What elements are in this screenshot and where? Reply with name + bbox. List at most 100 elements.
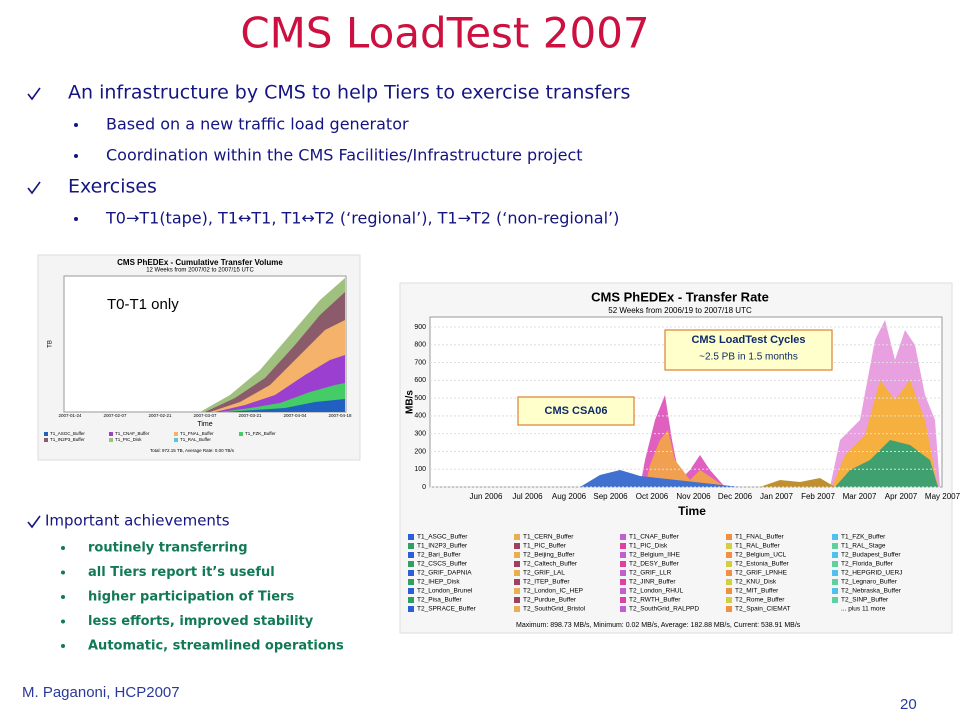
chart-subtitle: 12 Weeks from 2007/02 to 2007/15 UTC — [146, 268, 254, 274]
x-tick-label: 2007-01-24 — [58, 413, 82, 418]
x-tick-label: Feb 2007 — [801, 492, 835, 501]
legend-swatch — [620, 570, 626, 576]
x-tick-label: Sep 2006 — [593, 492, 628, 501]
chart-footer: Maximum: 898.73 MB/s, Minimum: 0.02 MB/s… — [516, 622, 801, 629]
bullet-dot — [61, 619, 65, 624]
legend-entry: T2_MIT_Buffer — [735, 588, 779, 595]
legend-swatch — [620, 606, 626, 612]
x-tick-label: 2007-02-07 — [103, 413, 127, 418]
x-tick-label: May 2007 — [925, 492, 960, 501]
sub-bullet: Based on a new traffic load generator — [106, 115, 409, 134]
legend-entry: T1_CERN_Buffer — [523, 534, 574, 541]
x-tick-label: Nov 2006 — [676, 492, 711, 501]
y-tick-label: 600 — [414, 377, 426, 384]
sub-bullet: Coordination within the CMS Facilities/I… — [106, 146, 583, 165]
sub-bullet: T0→T1(tape), T1↔T1, T1↔T2 (‘regional’), … — [105, 209, 619, 228]
legend-entry: T1_PIC_Disk — [115, 437, 142, 442]
legend-swatch — [514, 570, 520, 576]
legend-swatch — [514, 597, 520, 603]
legend-swatch — [408, 561, 414, 567]
legend-swatch — [832, 579, 838, 585]
achievement-item: higher participation of Tiers — [88, 590, 294, 605]
chart-title: CMS PhEDEx - Cumulative Transfer Volume — [117, 258, 283, 267]
legend-entry: T2_SINP_Buffer — [841, 597, 889, 604]
legend-entry: T2_GRIF_LAL — [523, 570, 565, 577]
legend-entry: T2_Budapest_Buffer — [841, 552, 901, 559]
legend-entry: T2_Belgium_UCL — [735, 552, 787, 559]
checkmark — [27, 87, 41, 101]
y-tick-label: 700 — [414, 359, 426, 366]
legend-swatch — [832, 597, 838, 603]
checkmark — [27, 515, 41, 529]
legend-swatch — [174, 432, 178, 436]
legend-swatch — [832, 534, 838, 540]
y-tick-label: 400 — [414, 413, 426, 420]
legend-entry: T1_FNAL_Buffer — [180, 431, 214, 436]
legend-swatch — [44, 432, 48, 436]
legend-entry: T2_RWTH_Buffer — [629, 597, 681, 604]
bullet-dot — [74, 123, 78, 127]
legend-entry: T1_ASGC_Buffer — [417, 534, 468, 541]
legend-swatch — [408, 570, 414, 576]
legend-swatch — [620, 534, 626, 540]
legend-entry: T2_CSCS_Buffer — [417, 561, 468, 568]
legend-swatch — [832, 588, 838, 594]
legend-swatch — [408, 597, 414, 603]
annotation-box — [517, 396, 635, 426]
legend-entry: ... plus 11 more — [841, 606, 886, 613]
bullet-dot — [74, 154, 78, 158]
chart-footer: Total: 972.15 TB, Average Rate: 0.00 TB/… — [150, 448, 235, 453]
legend-entry: T2_London_Brunel — [417, 588, 473, 595]
x-axis-label: Time — [197, 421, 212, 428]
legend-swatch — [514, 561, 520, 567]
checkmark — [27, 181, 41, 195]
legend-swatch — [408, 588, 414, 594]
y-tick-label: 500 — [414, 395, 426, 402]
x-tick-label: 2007-03-07 — [193, 413, 217, 418]
legend-swatch — [726, 606, 732, 612]
cumulative-chart-image — [37, 254, 361, 461]
legend-entry: T2_Rome_Buffer — [735, 597, 785, 604]
y-axis-label: MB/s — [405, 390, 416, 414]
chart-subtitle: 52 Weeks from 2006/19 to 2007/18 UTC — [608, 306, 752, 315]
legend-entry: T2_JINR_Buffer — [629, 579, 676, 586]
legend-entry: T2_SouthGrid_Bristol — [523, 606, 586, 613]
bullet: Exercises — [68, 176, 157, 198]
legend-entry: T2_Bari_Buffer — [417, 552, 461, 559]
overlay-label: T0-T1 only — [107, 296, 179, 313]
legend-swatch — [726, 597, 732, 603]
legend-entry: T2_IHEP_Disk — [417, 579, 460, 586]
legend-swatch — [408, 552, 414, 558]
legend-swatch — [726, 579, 732, 585]
bullet-dot — [61, 644, 65, 648]
legend-entry: T2_SPRACE_Buffer — [417, 606, 477, 613]
annotation-box — [664, 329, 833, 371]
x-tick-label: Oct 2006 — [636, 492, 669, 501]
legend-entry: T2_Legnaro_Buffer — [841, 579, 898, 586]
bullet-dot — [74, 217, 78, 221]
x-axis-label: Time — [678, 504, 706, 518]
legend-swatch — [620, 588, 626, 594]
y-tick-label: 800 — [414, 342, 426, 349]
legend-swatch — [832, 552, 838, 558]
legend-swatch — [514, 534, 520, 540]
legend-entry: T1_FZK_Buffer — [245, 431, 276, 436]
legend-swatch — [726, 570, 732, 576]
legend-swatch — [514, 606, 520, 612]
legend-swatch — [726, 534, 732, 540]
achievements-title: Important achievements — [45, 512, 230, 530]
legend-swatch — [620, 543, 626, 549]
legend-swatch — [832, 561, 838, 567]
legend-swatch — [514, 588, 520, 594]
legend-entry: T2_Pisa_Buffer — [417, 597, 463, 604]
legend-swatch — [109, 438, 113, 442]
legend-swatch — [832, 570, 838, 576]
legend-swatch — [620, 561, 626, 567]
legend-swatch — [514, 579, 520, 585]
legend-entry: T2_KNU_Disk — [735, 579, 777, 586]
legend-entry: T1_IN2P3_Buffer — [50, 437, 85, 442]
y-tick-label: 300 — [414, 431, 426, 438]
legend-swatch — [514, 552, 520, 558]
legend-entry: T1_RAL_Stage — [841, 543, 886, 550]
legend-swatch — [832, 543, 838, 549]
